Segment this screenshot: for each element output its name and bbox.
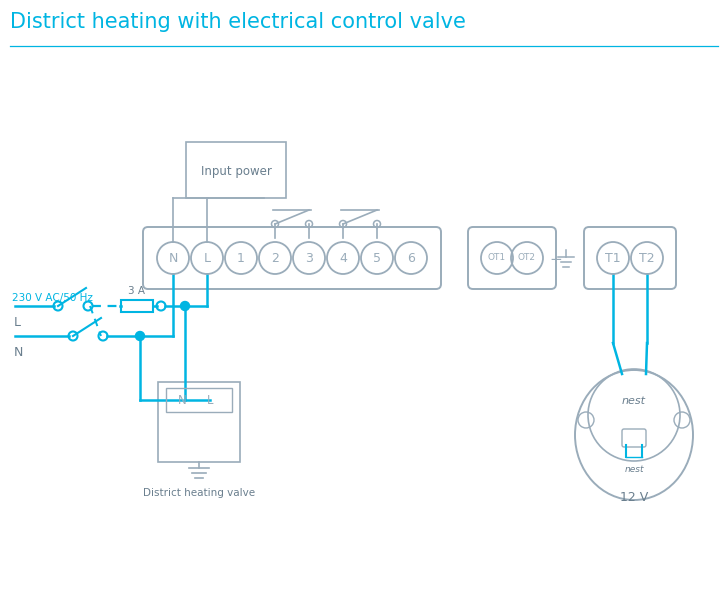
Text: 3: 3 — [305, 251, 313, 264]
Text: OT1: OT1 — [488, 254, 506, 263]
Circle shape — [135, 331, 144, 340]
Text: nest: nest — [622, 396, 646, 406]
Text: District heating valve: District heating valve — [143, 488, 255, 498]
Text: Input power: Input power — [200, 166, 272, 179]
Text: T1: T1 — [605, 251, 621, 264]
Text: 12 V: 12 V — [620, 491, 648, 504]
Text: 2: 2 — [271, 251, 279, 264]
Text: 3 A: 3 A — [129, 286, 146, 296]
Circle shape — [181, 302, 189, 311]
Text: N: N — [168, 251, 178, 264]
Text: L: L — [14, 316, 21, 329]
Text: nest: nest — [624, 465, 644, 473]
Text: OT2: OT2 — [518, 254, 536, 263]
Text: T2: T2 — [639, 251, 654, 264]
Text: N: N — [178, 393, 186, 406]
Text: 1: 1 — [237, 251, 245, 264]
Text: −: − — [550, 251, 562, 267]
Text: L: L — [204, 251, 210, 264]
Text: L: L — [207, 393, 213, 406]
Text: 4: 4 — [339, 251, 347, 264]
Text: 5: 5 — [373, 251, 381, 264]
Text: 230 V AC/50 Hz: 230 V AC/50 Hz — [12, 293, 93, 303]
Text: District heating with electrical control valve: District heating with electrical control… — [10, 12, 466, 32]
Text: N: N — [14, 346, 23, 359]
Text: 6: 6 — [407, 251, 415, 264]
